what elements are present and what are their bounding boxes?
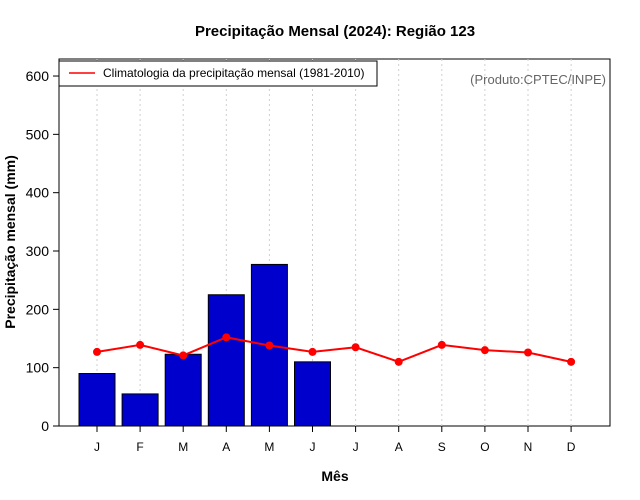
chart-title: Precipitação Mensal (2024): Região 123 — [195, 23, 475, 40]
y-tick-label: 300 — [26, 243, 50, 259]
climatology-point — [179, 351, 188, 360]
bar — [78, 373, 116, 427]
y-tick-label: 100 — [26, 360, 50, 376]
x-tick-label: D — [567, 440, 576, 454]
climatology-point — [93, 347, 101, 356]
climatology-point — [308, 347, 317, 356]
x-tick-label: J — [353, 440, 359, 454]
climatology-polyline — [96, 336, 572, 363]
climatology-point — [265, 341, 274, 350]
y-axis: 0 100 200 300 400 500 600 — [26, 68, 59, 434]
y-tick-label: 400 — [26, 185, 50, 201]
bar — [207, 294, 245, 427]
x-tick-label: J — [94, 440, 100, 454]
credit-annotation: (Produto:CPTEC/INPE) — [470, 72, 606, 87]
legend-box — [58, 60, 378, 87]
x-tick-label: J — [310, 440, 316, 454]
y-tick-label: 600 — [26, 68, 50, 84]
y-tick-label: 0 — [41, 418, 49, 434]
climatology-point — [394, 357, 403, 366]
bars — [78, 263, 331, 427]
x-axis-title: Mês — [321, 468, 348, 484]
climatology-point — [480, 346, 489, 355]
x-tick-label: A — [395, 440, 403, 454]
x-tick-label: O — [480, 440, 489, 454]
climatology-point — [524, 348, 532, 357]
plot-frame — [58, 58, 611, 427]
climatology-point — [351, 343, 360, 352]
climatology-point — [136, 340, 145, 349]
bar — [294, 361, 331, 427]
x-tick-label: N — [524, 440, 533, 454]
climatology-point — [567, 357, 576, 366]
y-axis-title: Precipitação mensal (mm) — [2, 155, 18, 329]
climatology-point — [437, 340, 446, 349]
x-tick-label: M — [264, 440, 274, 454]
climatology-line — [93, 333, 576, 366]
y-tick-label: 500 — [26, 126, 50, 142]
x-tick-label: A — [222, 440, 230, 454]
climatology-point — [222, 333, 231, 342]
legend: Climatologia da precipitação mensal (198… — [58, 60, 378, 87]
x-tick-label: S — [438, 440, 446, 454]
bar — [121, 393, 159, 427]
bar — [164, 353, 202, 427]
y-tick-label: 200 — [26, 301, 50, 317]
legend-label: Climatologia da precipitação mensal (198… — [103, 66, 364, 80]
x-tick-label: F — [136, 440, 143, 454]
x-tick-label: M — [178, 440, 188, 454]
